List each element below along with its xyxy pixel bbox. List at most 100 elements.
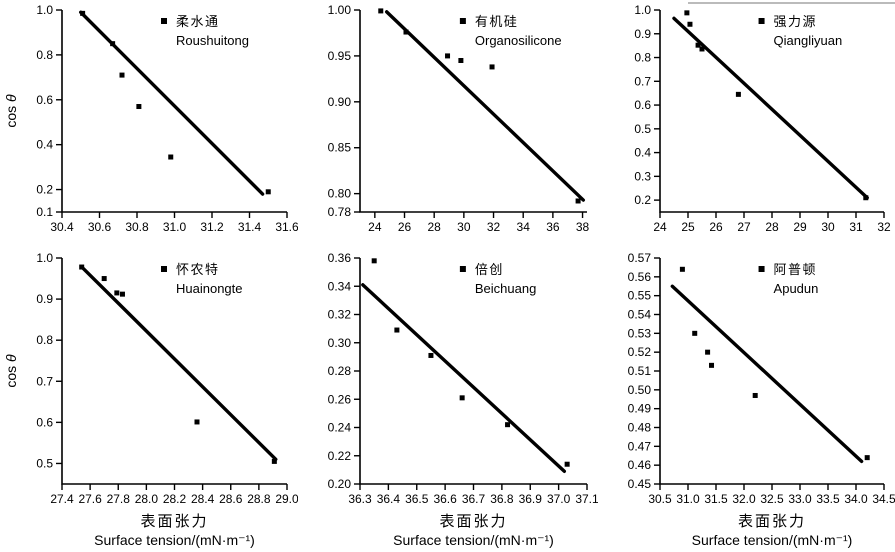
y-tick-label: 0.7	[36, 374, 53, 388]
data-point	[445, 53, 451, 59]
x-tick-label: 36.8	[490, 492, 514, 506]
x-tick-label: 33.0	[788, 492, 812, 506]
y-tick-label: 0.6	[36, 415, 53, 429]
chart-svg: 24 26 28 30 32 34 36 38 0.78 0.80 0.85 0.90 0.95 1.00…	[328, 3, 590, 234]
data-point	[403, 29, 409, 35]
x-tick-label: 30.8	[125, 220, 149, 234]
x-tick-label: 34.0	[844, 492, 868, 506]
x-tick-label: 30	[457, 220, 471, 234]
x-axis-title-en: Surface tension/(mN·m⁻¹)	[393, 532, 554, 548]
legend-marker-icon	[758, 18, 765, 24]
data-point	[864, 455, 870, 461]
chart-svg: 36.3 36.4 36.5 36.6 36.7 36.8 36.9 37.0 37.1 0.20…	[328, 251, 598, 548]
x-tick-label: 27	[737, 220, 751, 234]
x-tick-label: 28.6	[219, 492, 243, 506]
chart-beichuang: 36.3 36.4 36.5 36.6 36.7 36.8 36.9 37.0 37.1 0.20…	[298, 248, 598, 552]
x-tick-label: 36.5	[405, 492, 429, 506]
x-axis-title-zh: 表面张力	[140, 513, 208, 530]
chart-qiangliyuan: 24 25 26 27 28 29 30 31 32 0.2 0.3 0.4 0.5 0.6 0.7 0.8 0…	[598, 0, 895, 246]
x-tick-label: 31.2	[200, 220, 224, 234]
data-point	[863, 195, 869, 201]
x-tick-label: 31.0	[676, 492, 700, 506]
y-tick-label: 0.3	[634, 169, 651, 183]
legend-label-zh: 倍创	[475, 262, 504, 277]
legend-label-en: Apudun	[774, 281, 819, 296]
y-tick-label: 0.1	[36, 205, 53, 219]
y-tick-label: 0.5	[36, 456, 53, 470]
data-point	[378, 8, 384, 14]
x-tick-label: 36.6	[433, 492, 457, 506]
data-point	[428, 352, 434, 358]
x-tick-label: 36.3	[348, 492, 372, 506]
legend-label-en: Qiangliyuan	[774, 33, 843, 48]
data-point	[265, 189, 271, 195]
chart-huainongte: 27.4 27.6 27.8 28.0 28.2 28.4 28.6 28.8 29.0 0.5 0…	[0, 248, 298, 552]
x-axis-title-en: Surface tension/(mN·m⁻¹)	[94, 532, 255, 548]
x-tick-label: 31.4	[238, 220, 262, 234]
x-tick-label: 30.6	[88, 220, 112, 234]
x-tick-label: 29	[793, 220, 807, 234]
y-axis-title: cos θ	[3, 354, 19, 388]
data-point	[194, 419, 200, 425]
y-tick-label: 0.9	[634, 27, 651, 41]
y-tick-label: 0.49	[628, 402, 652, 416]
x-tick-label: 28.2	[163, 492, 187, 506]
axis-lines	[61, 10, 287, 213]
data-point	[564, 461, 570, 467]
legend-label-zh: 有机硅	[475, 14, 519, 29]
data-point	[458, 58, 464, 63]
legend-label-en: Roushuitong	[176, 33, 249, 48]
y-tick-label: 0.9	[36, 292, 53, 306]
x-tick-label: 28.4	[191, 492, 215, 506]
y-tick-label: 0.32	[328, 308, 352, 322]
x-tick-label: 34	[517, 220, 531, 234]
data-point	[687, 21, 693, 27]
y-tick-label: 0.20	[328, 477, 352, 491]
y-tick-label: 1.00	[328, 3, 352, 17]
data-point	[695, 42, 701, 48]
y-tick-label: 0.5	[634, 122, 651, 136]
chart-svg: 30.4 30.6 30.8 31.0 31.2 31.4 31.6 0.1 0.2 0.4 0.6…	[3, 3, 298, 234]
x-tick-label: 31.6	[275, 220, 298, 234]
chart-organosilicone: 24 26 28 30 32 34 36 38 0.78 0.80 0.85 0.90 0.95 1.00…	[298, 0, 598, 246]
data-point	[168, 154, 174, 160]
legend-label-en: Huainongte	[176, 281, 243, 296]
y-tick-label: 0.2	[634, 193, 651, 207]
x-tick-label: 37.0	[547, 492, 571, 506]
x-tick-label: 29.0	[275, 492, 298, 506]
y-tick-label: 0.45	[628, 477, 652, 491]
y-tick-label: 0.54	[628, 308, 652, 322]
data-point	[371, 258, 377, 264]
x-tick-label: 28	[765, 220, 779, 234]
y-tick-label: 0.4	[36, 138, 53, 152]
x-tick-label: 30	[821, 220, 835, 234]
y-tick-label: 0.95	[328, 49, 352, 63]
x-tick-label: 28.0	[135, 492, 159, 506]
y-tick-label: 1.0	[36, 251, 53, 265]
x-tick-label: 27.6	[78, 492, 102, 506]
legend-label-en: Beichuang	[475, 281, 536, 296]
y-tick-label: 0.47	[628, 439, 652, 453]
y-tick-label: 0.56	[628, 270, 652, 284]
data-point	[119, 291, 125, 297]
data-point	[699, 46, 705, 52]
y-tick-label: 0.51	[628, 364, 652, 378]
chart-svg: 30.5 31.0 31.5 32.0 32.5 33.0 33.5 34.0 34.5 0.45…	[628, 251, 895, 548]
data-point	[709, 362, 715, 368]
y-tick-label: 0.34	[328, 279, 352, 293]
x-tick-label: 31	[849, 220, 863, 234]
x-tick-label: 38	[576, 220, 590, 234]
chart-svg: 27.4 27.6 27.8 28.0 28.2 28.4 28.6 28.8 29.0 0.5 0…	[3, 251, 298, 548]
data-point	[505, 422, 511, 428]
y-tick-label: 0.50	[628, 383, 652, 397]
x-tick-label: 28	[428, 220, 442, 234]
y-tick-label: 0.22	[328, 449, 352, 463]
trend-line	[385, 10, 585, 202]
legend-marker-icon	[459, 18, 466, 24]
x-tick-label: 27.8	[107, 492, 131, 506]
y-tick-label: 0.28	[328, 364, 352, 378]
data-point	[114, 290, 120, 296]
y-tick-label: 0.52	[628, 345, 652, 359]
x-tick-label: 30.5	[648, 492, 672, 506]
x-axis-title-zh: 表面张力	[439, 513, 507, 530]
